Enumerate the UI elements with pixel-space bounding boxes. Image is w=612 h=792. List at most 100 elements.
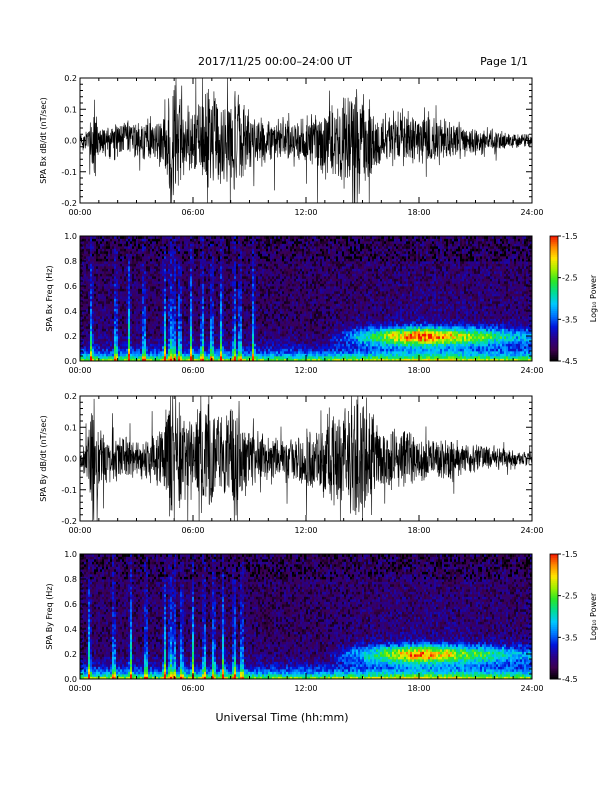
spectrogram-cell	[212, 298, 215, 302]
spectrogram-cell	[80, 358, 83, 362]
spectrogram-cell	[130, 348, 133, 352]
spectrogram-cell	[180, 356, 183, 359]
spectrogram-cell	[202, 298, 205, 302]
spectrogram-cell	[188, 353, 191, 357]
spectrogram-cell	[198, 303, 201, 307]
spectrogram-cell	[178, 253, 181, 257]
spectrogram-cell	[200, 273, 203, 277]
spectrogram-cell	[260, 261, 263, 264]
spectrogram-cell	[242, 336, 245, 339]
spectrogram-cell	[136, 356, 139, 359]
spectrogram-cell	[264, 311, 267, 314]
spectrogram-cell	[128, 263, 131, 267]
spectrogram-cell	[212, 348, 215, 352]
spectrogram-cell	[162, 236, 165, 239]
spectrogram-cell	[272, 281, 275, 284]
spectrogram-cell	[220, 301, 223, 304]
spectrogram-cell	[162, 288, 165, 292]
spectrogram-cell	[250, 246, 253, 249]
spectrogram-cell	[156, 318, 159, 322]
spectrogram-cell	[240, 328, 243, 332]
spectrogram-cell	[170, 358, 173, 362]
spectrogram-cell	[128, 293, 131, 297]
spectrogram-cell	[154, 311, 157, 314]
spectrogram-cell	[94, 253, 97, 257]
spectrogram-cell	[106, 313, 109, 317]
spectrogram-cell	[204, 308, 207, 312]
spectrogram-cell	[164, 288, 167, 292]
spectrogram-cell	[258, 238, 261, 242]
spectrogram-cell	[108, 328, 111, 332]
spectrogram-cell	[200, 271, 203, 274]
spectrogram-cell	[196, 258, 199, 262]
spectrogram-cell	[164, 303, 167, 307]
spectrogram-cell	[84, 356, 87, 359]
spectrogram-cell	[202, 323, 205, 327]
spectrogram-cell	[86, 328, 89, 332]
spectrogram-cell	[170, 256, 173, 259]
spectrogram-cell	[230, 338, 233, 342]
spectrogram-cell	[90, 336, 93, 339]
spectrogram-cell	[200, 248, 203, 252]
spectrogram-cell	[110, 353, 113, 357]
spectrogram-cell	[260, 328, 263, 332]
spectrogram-cell	[92, 253, 95, 257]
spectrogram-cell	[106, 266, 109, 269]
spectrogram-cell	[158, 271, 161, 274]
spectrogram-cell	[250, 316, 253, 319]
spectrogram-cell	[260, 278, 263, 282]
spectrogram-cell	[272, 278, 275, 282]
spectrogram-cell	[80, 321, 83, 324]
spectrogram-cell	[250, 293, 253, 297]
spectrogram-cell	[100, 243, 103, 247]
spectrogram-cell	[266, 251, 269, 254]
spectrogram-cell	[184, 311, 187, 314]
spectrogram-cell	[104, 236, 107, 239]
spectrogram-cell	[162, 323, 165, 327]
spectrogram-cell	[198, 306, 201, 309]
spectrogram-cell	[272, 296, 275, 299]
spectrogram-cell	[192, 298, 195, 302]
spectrogram-cell	[212, 268, 215, 272]
spectrogram-cell	[136, 308, 139, 312]
spectrogram-cell	[218, 356, 221, 359]
spectrogram-cell	[188, 251, 191, 254]
spectrogram-cell	[194, 268, 197, 272]
spectrogram-cell	[116, 298, 119, 302]
spectrogram-cell	[248, 296, 251, 299]
spectrogram-cell	[98, 238, 101, 242]
spectrogram-cell	[182, 248, 185, 252]
spectrogram-cell	[116, 288, 119, 292]
spectrogram-cell	[142, 353, 145, 357]
spectrogram-cell	[128, 343, 131, 347]
spectrogram-cell	[234, 283, 237, 287]
spectrogram-cell	[236, 288, 239, 292]
spectrogram-cell	[218, 313, 221, 317]
spectrogram-cell	[238, 248, 241, 252]
spectrogram-cell	[272, 258, 275, 262]
spectrogram-cell	[164, 331, 167, 334]
spectrogram-cell	[118, 331, 121, 334]
spectrogram-cell	[176, 298, 179, 302]
spectrogram-cell	[158, 313, 161, 317]
spectrogram-cell	[240, 291, 243, 294]
spectrogram-cell	[248, 326, 251, 329]
spectrogram-cell	[108, 343, 111, 347]
spectrogram-cell	[162, 241, 165, 244]
spectrogram-cell	[190, 271, 193, 274]
spectrogram-cell	[216, 348, 219, 352]
spectrogram-cell	[192, 288, 195, 292]
spectrogram-cell	[194, 243, 197, 247]
spectrogram-cell	[228, 351, 231, 354]
spectrogram-cell	[172, 248, 175, 252]
spectrogram-cell	[176, 276, 179, 279]
spectrogram-cell	[172, 311, 175, 314]
spectrogram-cell	[88, 236, 91, 239]
spectrogram-cell	[214, 323, 217, 327]
spectrogram-cell	[92, 251, 95, 254]
spectrogram-cell	[140, 268, 143, 272]
spectrogram-cell	[162, 306, 165, 309]
spectrogram-cell	[182, 291, 185, 294]
spectrogram-cell	[80, 286, 83, 289]
spectrogram-cell	[134, 238, 137, 242]
